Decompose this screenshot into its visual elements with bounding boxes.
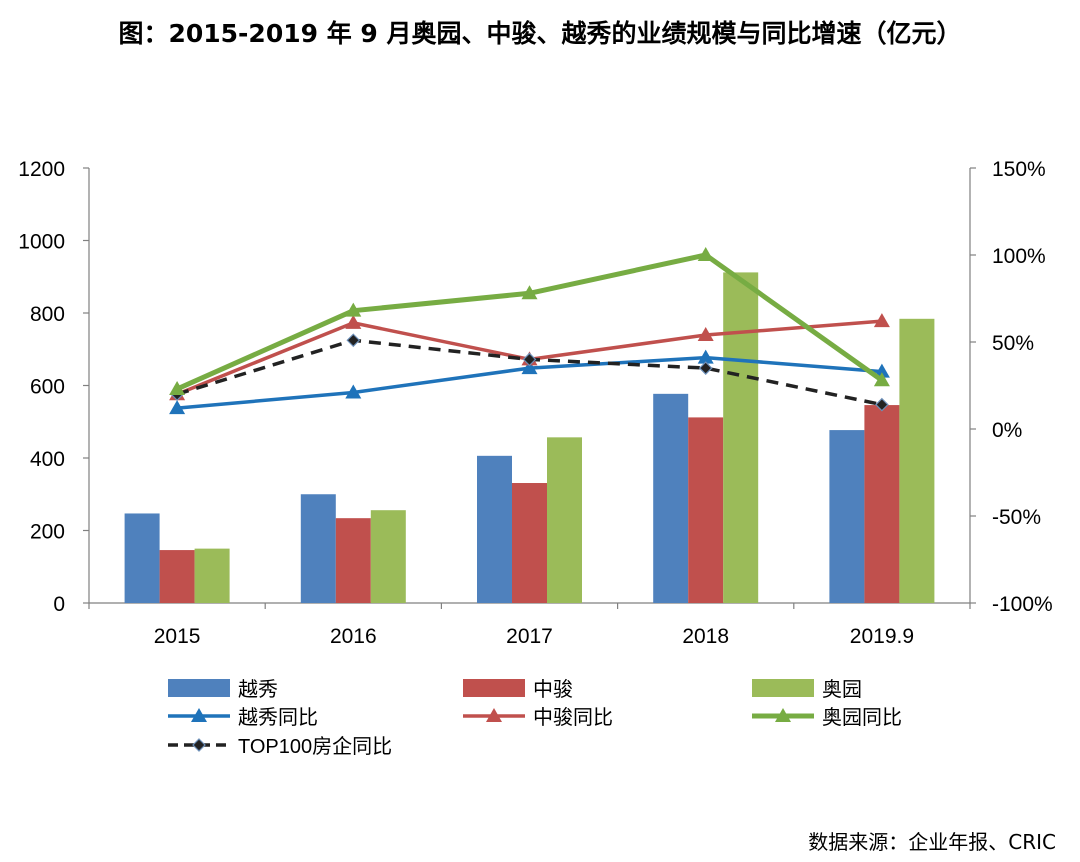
yuexiu-yoy-point — [697, 349, 714, 364]
yuexiu-yoy-point — [169, 400, 186, 415]
aoyuan-yoy-point — [521, 285, 538, 300]
zhongjun-yoy-point — [697, 327, 714, 342]
yuexiu-yoy-point — [345, 384, 362, 399]
bar-yuexiu — [300, 494, 336, 603]
bar-zhongjun — [864, 405, 900, 603]
left-y-tick-label: 600 — [30, 376, 65, 399]
chart-title: 图：2015-2019 年 9 月奥园、中骏、越秀的业绩规模与同比增速（亿元） — [118, 19, 962, 48]
legend-label: 中骏 — [533, 678, 573, 701]
bar-aoyuan — [547, 437, 582, 603]
legend-swatch-1 — [463, 679, 525, 697]
bar-zhongjun — [335, 518, 371, 603]
bar-aoyuan — [723, 272, 759, 603]
yuexiu-yoy-point — [521, 360, 538, 375]
bar-zhongjun — [688, 417, 724, 603]
x-tick-label: 2018 — [682, 625, 729, 648]
legend-label: 越秀 — [238, 678, 278, 701]
bar-aoyuan — [899, 318, 935, 603]
left-y-tick-label: 200 — [30, 521, 65, 544]
bar-yuexiu — [653, 393, 689, 603]
left-y-tick-label: 1000 — [18, 231, 65, 254]
bar-yuexiu — [124, 513, 160, 603]
right-y-tick-label: 150% — [992, 158, 1046, 181]
legend-marker-0 — [191, 708, 207, 722]
zhongjun-yoy-point — [873, 313, 890, 328]
legend-label: 中骏同比 — [533, 706, 613, 729]
bar-aoyuan — [370, 510, 406, 603]
right-y-tick-label: 50% — [992, 332, 1034, 355]
legend-label: TOP100房企同比 — [238, 735, 392, 758]
bar-yuexiu — [829, 430, 865, 603]
aoyuan-yoy-point — [169, 380, 186, 395]
right-y-tick-label: -100% — [992, 593, 1053, 616]
legend-marker-2 — [775, 708, 791, 722]
aoyuan-yoy-point — [697, 247, 714, 261]
bar-zhongjun — [512, 483, 547, 603]
aoyuan-yoy-point — [345, 302, 362, 317]
legend-marker-1 — [486, 708, 502, 722]
top100-yoy-point — [875, 397, 889, 412]
right-y-tick-label: 0% — [992, 419, 1022, 442]
legend-swatch-0 — [168, 679, 230, 697]
left-y-tick-label: 800 — [30, 303, 65, 326]
source-note: 数据来源：企业年报、CRIC — [808, 830, 1056, 854]
legend-swatch-2 — [752, 679, 814, 697]
legend-marker-3 — [192, 738, 206, 752]
legend-label: 奥园同比 — [822, 706, 902, 729]
top100-yoy-point — [346, 333, 361, 348]
legend-label: 越秀同比 — [238, 706, 318, 729]
bar-yuexiu — [477, 455, 512, 603]
yuexiu-yoy-point — [873, 363, 890, 378]
x-tick-label: 2015 — [154, 625, 201, 648]
bar-aoyuan — [194, 548, 230, 603]
right-y-tick-label: -50% — [992, 506, 1041, 529]
zhongjun-yoy-point — [345, 314, 362, 329]
top100-yoy-point — [698, 361, 713, 375]
top100-yoy-point — [522, 352, 537, 367]
legend-label: 奥园 — [822, 678, 862, 701]
aoyuan-yoy-point — [873, 372, 890, 387]
left-y-tick-label: 1200 — [18, 158, 65, 181]
x-tick-label: 2019.9 — [850, 625, 914, 648]
x-tick-label: 2017 — [506, 625, 553, 648]
x-tick-label: 2016 — [330, 625, 377, 648]
bar-zhongjun — [159, 550, 195, 603]
left-y-tick-label: 400 — [30, 448, 65, 471]
right-y-tick-label: 100% — [992, 245, 1046, 268]
left-y-tick-label: 0 — [53, 593, 65, 616]
